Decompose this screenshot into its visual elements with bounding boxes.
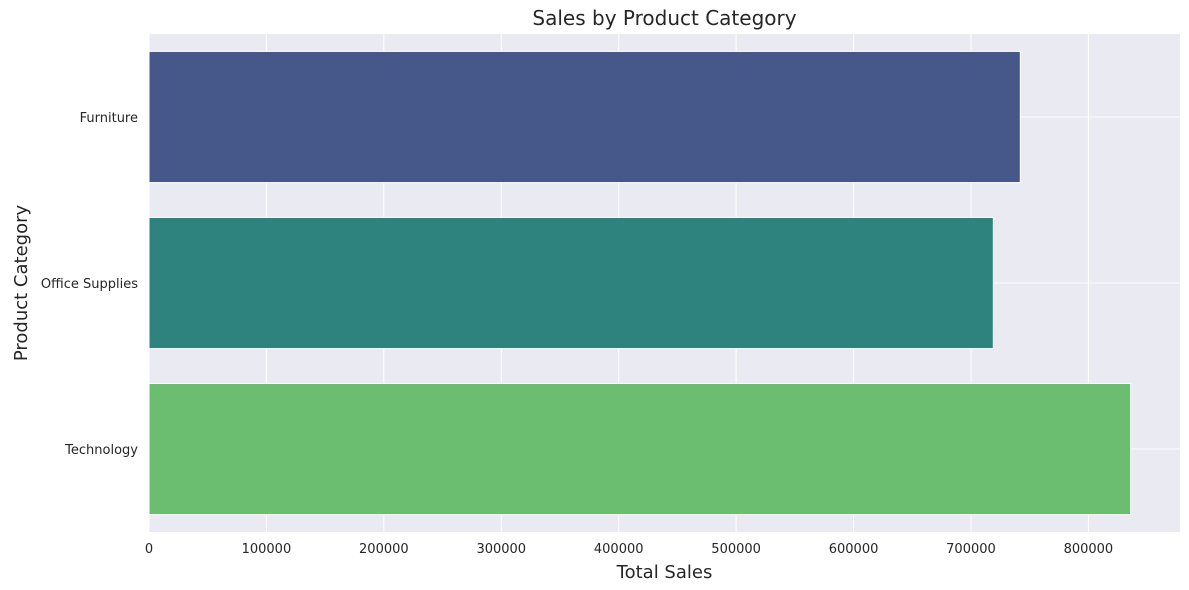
y-tick-labels: Furniture Office Supplies Technology: [41, 111, 138, 458]
bars: [148, 50, 1132, 516]
x-axis-label: Total Sales: [616, 562, 713, 583]
y-axis-label: Product Category: [11, 205, 32, 362]
x-tick-label: 300000: [476, 542, 526, 557]
x-tick-label: 0: [145, 542, 153, 557]
x-tick-label: 500000: [711, 542, 761, 557]
x-tick-label: 400000: [594, 542, 644, 557]
x-tick-label: 100000: [242, 542, 292, 557]
y-tick-label: Office Supplies: [41, 277, 138, 292]
x-tick-labels: 0 100000 200000 300000 400000 500000 600000 700…: [145, 542, 1113, 557]
x-tick-label: 800000: [1064, 542, 1114, 557]
y-tick-label: Furniture: [80, 111, 138, 126]
bar-office-supplies: [148, 216, 994, 350]
x-tick-label: 200000: [359, 542, 409, 557]
x-tick-label: 700000: [946, 542, 996, 557]
bar-technology: [148, 382, 1132, 516]
bar-furniture: [148, 50, 1021, 184]
chart-title: Sales by Product Category: [532, 6, 796, 30]
y-tick-label: Technology: [64, 443, 138, 458]
x-tick-label: 600000: [829, 542, 879, 557]
